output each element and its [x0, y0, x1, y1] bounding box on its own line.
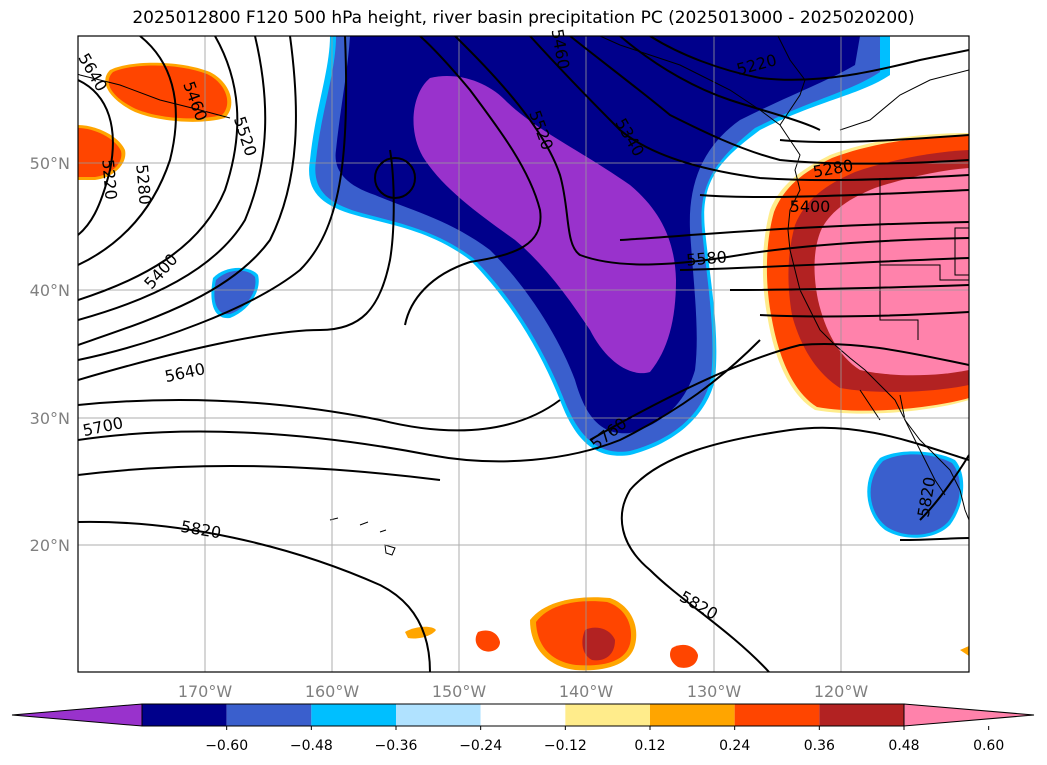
contour-label: 5640: [163, 359, 207, 386]
colorbar-extend-high: [903, 703, 1035, 727]
latitude-labels: 50°N 40°N 30°N 20°N: [30, 154, 70, 555]
colorbar-tick-label: −0.60: [205, 738, 248, 754]
colorbar-swatch: [311, 704, 396, 726]
lat-label: 20°N: [30, 536, 70, 555]
negative-anomaly-region: [211, 36, 964, 538]
contour-label: 5580: [685, 247, 727, 269]
colorbar-swatch: [734, 704, 820, 726]
contour-label: 5400: [790, 197, 831, 216]
colorbar-tick-label: 0.48: [888, 738, 919, 754]
height-contours: [78, 36, 969, 672]
colorbar-swatch: [142, 704, 227, 726]
colorbar-tick-label: 0.12: [634, 738, 665, 754]
lon-label: 160°W: [305, 682, 360, 701]
lat-label: 30°N: [30, 409, 70, 428]
map-frame: [77, 35, 970, 673]
contour-label: 5640: [74, 50, 111, 95]
contour-label: 5820: [179, 517, 222, 543]
colorbar-swatch: [650, 704, 735, 726]
lon-label: 130°W: [687, 682, 742, 701]
colorbar-tick-label: −0.36: [375, 738, 418, 754]
colorbar-tick-label: 0.24: [719, 738, 750, 754]
colorbar-swatch: [480, 704, 566, 726]
lon-label: 140°W: [559, 682, 614, 701]
colorbar-tick-label: −0.24: [459, 738, 502, 754]
colorbar-tick-label: 0.60: [973, 738, 1004, 754]
contour-label: 5280: [132, 163, 154, 205]
colorbar: −0.60 −0.48 −0.36 −0.24 −0.12 0.12 0.24 0.36 0.4…: [11, 703, 1035, 754]
lat-label: 50°N: [30, 154, 70, 173]
colorbar-swatch: [226, 704, 312, 726]
colorbar-swatch: [396, 704, 481, 726]
longitude-labels: 170°W 160°W 150°W 140°W 130°W 120°W: [178, 682, 869, 701]
map-area: [78, 36, 969, 672]
colorbar-swatch: [819, 704, 904, 726]
map-title: 2025012800 F120 500 hPa height, river ba…: [132, 8, 915, 28]
contour-label: 5220: [98, 158, 120, 200]
colorbar-extend-low: [11, 703, 143, 727]
lon-label: 170°W: [178, 682, 233, 701]
colorbar-frame: [141, 703, 905, 727]
lon-label: 150°W: [432, 682, 487, 701]
colorbar-tick-label: 0.36: [804, 738, 835, 754]
colorbar-swatch: [565, 704, 650, 726]
colorbar-tick-label: −0.12: [544, 738, 587, 754]
lon-label: 120°W: [814, 682, 869, 701]
colorbar-tick-label: −0.48: [290, 738, 333, 754]
lat-label: 40°N: [30, 281, 70, 300]
